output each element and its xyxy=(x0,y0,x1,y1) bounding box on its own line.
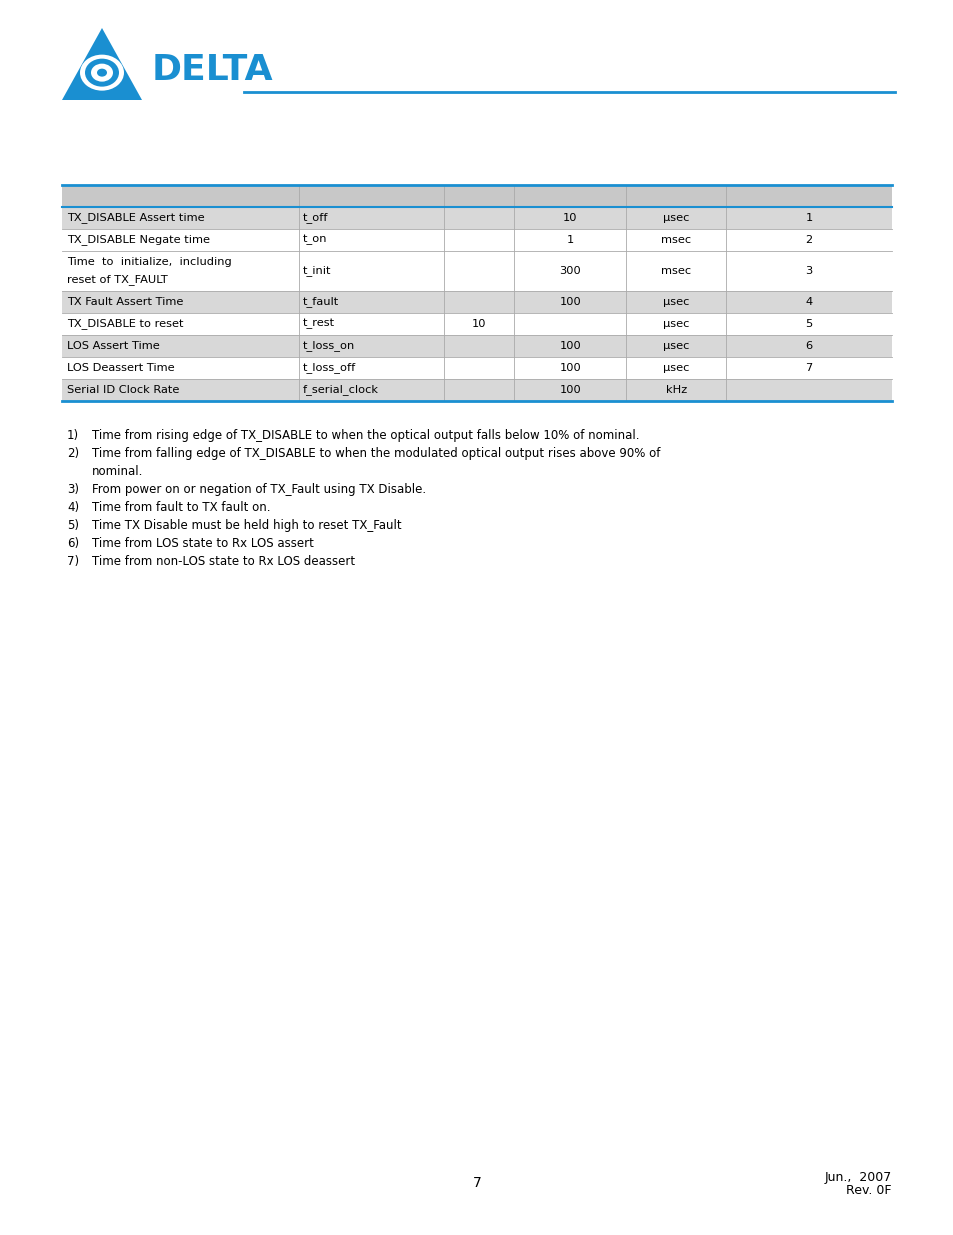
Text: 3): 3) xyxy=(67,483,79,496)
Text: μsec: μsec xyxy=(662,212,689,224)
Text: reset of TX_FAULT: reset of TX_FAULT xyxy=(67,274,168,285)
Text: TX Fault Assert Time: TX Fault Assert Time xyxy=(67,296,183,308)
Text: 7: 7 xyxy=(804,363,812,373)
Text: 7): 7) xyxy=(67,555,79,568)
Text: Time TX Disable must be held high to reset TX_Fault: Time TX Disable must be held high to res… xyxy=(91,519,401,532)
Text: 4: 4 xyxy=(804,296,812,308)
Text: μsec: μsec xyxy=(662,296,689,308)
Text: Time from fault to TX fault on.: Time from fault to TX fault on. xyxy=(91,501,271,514)
Text: 5): 5) xyxy=(67,519,79,532)
Text: 10: 10 xyxy=(472,319,486,329)
Text: msec: msec xyxy=(660,266,691,275)
Polygon shape xyxy=(62,28,142,100)
Text: Jun.,  2007: Jun., 2007 xyxy=(824,1171,891,1183)
Bar xyxy=(62,251,891,291)
Text: t_loss_on: t_loss_on xyxy=(302,341,355,352)
Text: 100: 100 xyxy=(558,296,580,308)
Text: μsec: μsec xyxy=(662,341,689,351)
Bar xyxy=(62,357,891,379)
Text: Time  to  initialize,  including: Time to initialize, including xyxy=(67,257,232,267)
Text: Time from non-LOS state to Rx LOS deassert: Time from non-LOS state to Rx LOS deasse… xyxy=(91,555,355,568)
Text: 6: 6 xyxy=(804,341,812,351)
Bar xyxy=(62,207,891,228)
Text: TX_DISABLE Assert time: TX_DISABLE Assert time xyxy=(67,212,204,224)
Text: LOS Assert Time: LOS Assert Time xyxy=(67,341,159,351)
Text: 5: 5 xyxy=(804,319,812,329)
Text: t_init: t_init xyxy=(302,266,331,277)
Bar xyxy=(62,228,891,251)
Text: LOS Deassert Time: LOS Deassert Time xyxy=(67,363,174,373)
Text: Time from falling edge of TX_DISABLE to when the modulated optical output rises : Time from falling edge of TX_DISABLE to … xyxy=(91,447,659,459)
Text: 100: 100 xyxy=(558,385,580,395)
Text: 1): 1) xyxy=(67,429,79,442)
Text: 3: 3 xyxy=(804,266,812,275)
Ellipse shape xyxy=(97,69,107,77)
Text: t_rest: t_rest xyxy=(302,319,335,330)
Ellipse shape xyxy=(85,58,119,86)
Text: 10: 10 xyxy=(562,212,577,224)
Text: Time from LOS state to Rx LOS assert: Time from LOS state to Rx LOS assert xyxy=(91,537,314,550)
Text: 6): 6) xyxy=(67,537,79,550)
Bar xyxy=(62,185,891,207)
Text: nominal.: nominal. xyxy=(91,466,143,478)
Text: 1: 1 xyxy=(566,235,574,245)
Text: t_loss_off: t_loss_off xyxy=(302,363,355,373)
Ellipse shape xyxy=(91,64,112,82)
Text: 2: 2 xyxy=(804,235,812,245)
Ellipse shape xyxy=(80,54,124,90)
Text: f_serial_clock: f_serial_clock xyxy=(302,384,378,395)
Text: From power on or negation of TX_Fault using TX Disable.: From power on or negation of TX_Fault us… xyxy=(91,483,426,496)
Text: TX_DISABLE to reset: TX_DISABLE to reset xyxy=(67,319,183,330)
Text: 100: 100 xyxy=(558,363,580,373)
Text: 4): 4) xyxy=(67,501,79,514)
Bar xyxy=(62,379,891,401)
Text: Serial ID Clock Rate: Serial ID Clock Rate xyxy=(67,385,179,395)
Text: t_fault: t_fault xyxy=(302,296,338,308)
Text: 7: 7 xyxy=(472,1176,481,1191)
Text: DELTA: DELTA xyxy=(152,53,274,86)
Text: μsec: μsec xyxy=(662,319,689,329)
Text: kHz: kHz xyxy=(665,385,686,395)
Text: t_on: t_on xyxy=(302,235,327,246)
Text: msec: msec xyxy=(660,235,691,245)
Text: 2): 2) xyxy=(67,447,79,459)
Text: 100: 100 xyxy=(558,341,580,351)
Bar xyxy=(62,312,891,335)
Text: 1: 1 xyxy=(804,212,812,224)
Text: 300: 300 xyxy=(558,266,580,275)
Text: TX_DISABLE Negate time: TX_DISABLE Negate time xyxy=(67,235,210,246)
Text: t_off: t_off xyxy=(302,212,328,224)
Bar xyxy=(62,335,891,357)
Text: Time from rising edge of TX_DISABLE to when the optical output falls below 10% o: Time from rising edge of TX_DISABLE to w… xyxy=(91,429,639,442)
Text: μsec: μsec xyxy=(662,363,689,373)
Bar xyxy=(62,291,891,312)
Text: Rev. 0F: Rev. 0F xyxy=(845,1184,891,1198)
